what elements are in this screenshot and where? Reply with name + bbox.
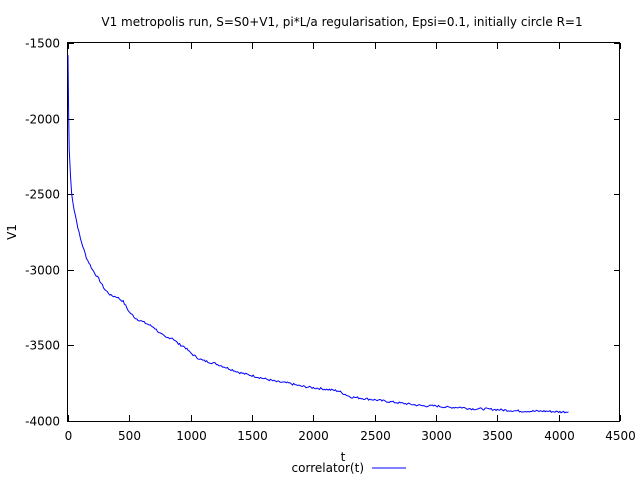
x-tick-label: 0: [65, 429, 73, 443]
y-tick-label: -2500: [25, 188, 60, 202]
x-tick-label: 2000: [298, 429, 329, 443]
x-tick-label: 4500: [605, 429, 636, 443]
x-tick-label: 500: [118, 429, 141, 443]
x-tick-label: 1000: [176, 429, 207, 443]
y-tick-label: -3000: [25, 264, 60, 278]
y-tick-label: -3500: [25, 339, 60, 353]
x-tick-label: 3000: [421, 429, 452, 443]
x-axis-label: t: [341, 450, 346, 464]
x-tick-label: 1500: [237, 429, 268, 443]
x-axis-ticks: 0 500 1000 1500 2000 2500 3000 3500 4000 4500: [65, 43, 636, 443]
y-tick-label: -2000: [25, 113, 60, 127]
plot-frame: [67, 42, 620, 422]
chart-title: V1 metropolis run, S=S0+V1, pi*L/a regul…: [101, 15, 582, 29]
x-tick-label: 2500: [360, 429, 391, 443]
y-tick-label: -4000: [25, 415, 60, 429]
series-line-correlator: [67, 55, 569, 414]
y-tick-label: -1500: [25, 37, 60, 51]
x-tick-label: 4000: [544, 429, 575, 443]
legend: correlator(t): [292, 461, 406, 475]
x-tick-label: 3500: [482, 429, 513, 443]
y-axis-ticks: -1500 -2000 -2500 -3000 -3500 -4000: [25, 37, 620, 429]
y-axis-label: V1: [5, 224, 19, 240]
legend-label: correlator(t): [292, 461, 364, 475]
series-group: [67, 55, 569, 414]
